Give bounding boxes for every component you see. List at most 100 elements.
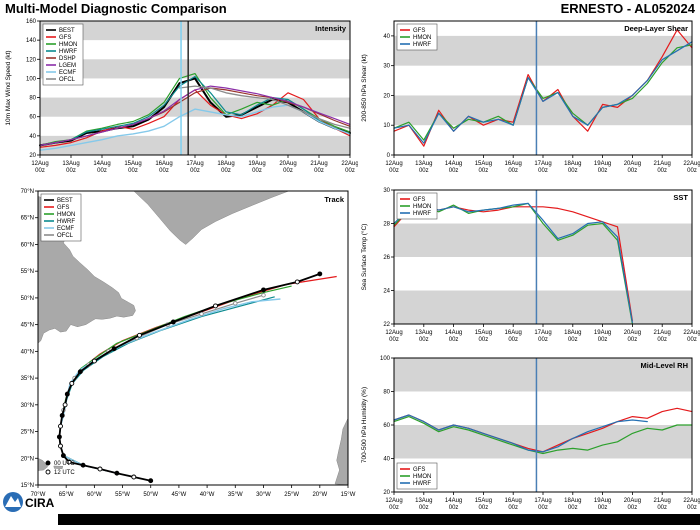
svg-text:19Aug: 19Aug — [594, 498, 611, 504]
cira-logo-text: CIRA — [25, 496, 55, 510]
svg-text:15Aug: 15Aug — [475, 161, 492, 167]
svg-text:LGEM: LGEM — [59, 63, 76, 69]
svg-text:00z: 00z — [419, 168, 429, 174]
svg-text:13Aug: 13Aug — [415, 498, 432, 504]
svg-text:00z: 00z — [419, 337, 429, 343]
x-axis: 12Aug00z13Aug00z14Aug00z15Aug00z16Aug00z… — [385, 492, 700, 511]
svg-text:00z: 00z — [568, 337, 578, 343]
svg-text:60°N: 60°N — [21, 242, 34, 248]
panel-title: Intensity — [315, 24, 347, 33]
svg-text:60: 60 — [383, 423, 390, 429]
svg-text:19Aug: 19Aug — [248, 161, 265, 167]
svg-text:25°W: 25°W — [284, 492, 299, 498]
svg-text:60°W: 60°W — [87, 492, 102, 498]
svg-text:HMON: HMON — [413, 204, 431, 210]
svg-text:20: 20 — [29, 153, 36, 159]
shaded-bands — [40, 21, 350, 155]
svg-text:00z: 00z — [389, 168, 399, 174]
track-map: 70°W 65°W 60°W 55°W 50°W 45°W 40°W 35°W 30°W 25°W… — [21, 189, 356, 498]
svg-text:00z: 00z — [568, 505, 578, 511]
svg-text:30°W: 30°W — [256, 492, 271, 498]
panel-title: Deep-Layer Shear — [624, 24, 688, 33]
svg-text:120: 120 — [26, 57, 37, 63]
series-HWRF — [393, 41, 693, 144]
svg-text:18Aug: 18Aug — [564, 161, 581, 167]
svg-text:12 UTC: 12 UTC — [54, 470, 75, 476]
svg-text:GFS: GFS — [413, 28, 425, 34]
footer-bar — [58, 514, 700, 525]
svg-text:HWRF: HWRF — [413, 42, 431, 48]
svg-text:40: 40 — [383, 34, 390, 40]
svg-text:20°N: 20°N — [21, 456, 34, 462]
svg-text:15Aug: 15Aug — [475, 330, 492, 336]
y-axis: 20 40 60 80 100 — [380, 356, 394, 496]
svg-text:18Aug: 18Aug — [564, 330, 581, 336]
svg-text:00z: 00z — [449, 168, 459, 174]
storm-title: ERNESTO - AL052024 — [560, 1, 695, 16]
svg-text:14Aug: 14Aug — [445, 330, 462, 336]
svg-text:30: 30 — [383, 188, 390, 194]
svg-text:00z: 00z — [283, 168, 293, 174]
svg-text:70°W: 70°W — [31, 492, 46, 498]
sst-chart: 222426283012Aug00z13Aug00z14Aug00z15Aug0… — [360, 188, 700, 343]
svg-text:00z: 00z — [449, 505, 459, 511]
svg-text:19Aug: 19Aug — [594, 161, 611, 167]
svg-text:80: 80 — [29, 96, 36, 102]
svg-text:DSHP: DSHP — [59, 56, 76, 62]
svg-text:00z: 00z — [345, 168, 355, 174]
cira-logo: CIRA — [2, 487, 60, 525]
svg-text:00z: 00z — [568, 168, 578, 174]
svg-text:21Aug: 21Aug — [654, 161, 671, 167]
svg-text:55°W: 55°W — [115, 492, 130, 498]
svg-text:00z: 00z — [35, 168, 45, 174]
svg-text:40°N: 40°N — [21, 349, 34, 355]
panel-title: SST — [673, 193, 688, 202]
svg-text:HMON: HMON — [57, 212, 75, 218]
x-axis: 12Aug00z13Aug00z14Aug00z15Aug00z16Aug00z… — [385, 324, 700, 343]
y-axis-label: 700-500 hPa Humidity (%) — [361, 387, 368, 463]
svg-text:OFCL: OFCL — [59, 77, 76, 83]
svg-text:ECMF: ECMF — [57, 226, 74, 232]
svg-text:20Aug: 20Aug — [624, 161, 641, 167]
svg-text:00z: 00z — [598, 168, 608, 174]
svg-text:00z: 00z — [538, 168, 548, 174]
svg-text:00z: 00z — [479, 337, 489, 343]
y-axis-label: 10m Max Wind Speed (kt) — [5, 50, 12, 125]
svg-text:22Aug: 22Aug — [683, 498, 700, 504]
svg-text:21Aug: 21Aug — [654, 498, 671, 504]
svg-text:00z: 00z — [66, 168, 76, 174]
y-axis-label: 200-850 hPa Shear (kt) — [361, 54, 368, 122]
svg-text:22Aug: 22Aug — [683, 330, 700, 336]
deep-layer-shear-chart: 01020304012Aug00z13Aug00z14Aug00z15Aug00… — [361, 20, 700, 174]
svg-text:21Aug: 21Aug — [310, 161, 327, 167]
forecast-init-lines — [180, 21, 189, 155]
svg-text:HMON: HMON — [413, 474, 431, 480]
svg-text:10: 10 — [383, 123, 390, 129]
svg-text:22Aug: 22Aug — [341, 161, 358, 167]
page-title: Multi-Model Diagnostic Comparison — [5, 1, 227, 16]
panel-title: Mid-Level RH — [640, 361, 688, 370]
svg-text:OFCL: OFCL — [57, 233, 74, 239]
svg-text:00z: 00z — [538, 337, 548, 343]
panel-title: Track — [324, 195, 344, 204]
svg-text:00z: 00z — [657, 168, 667, 174]
svg-text:14Aug: 14Aug — [445, 161, 462, 167]
svg-text:00z: 00z — [687, 505, 697, 511]
svg-text:30: 30 — [383, 64, 390, 70]
svg-text:40: 40 — [383, 457, 390, 463]
svg-text:00z: 00z — [508, 337, 518, 343]
svg-text:100: 100 — [380, 356, 391, 362]
svg-text:13Aug: 13Aug — [62, 161, 79, 167]
svg-text:ECMF: ECMF — [59, 70, 76, 76]
svg-text:55°N: 55°N — [21, 269, 34, 275]
svg-text:17Aug: 17Aug — [534, 498, 551, 504]
svg-text:0: 0 — [387, 153, 391, 159]
svg-text:22Aug: 22Aug — [683, 161, 700, 167]
svg-text:GFS: GFS — [413, 467, 425, 473]
svg-text:00z: 00z — [479, 505, 489, 511]
svg-text:12Aug: 12Aug — [385, 330, 402, 336]
